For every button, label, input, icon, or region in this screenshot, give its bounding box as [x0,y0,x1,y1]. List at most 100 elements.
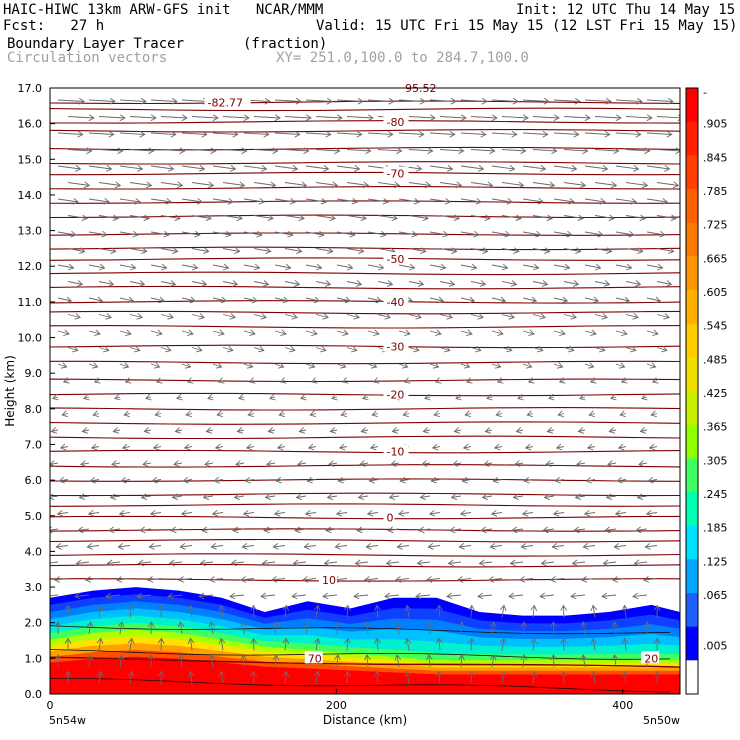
bl-contour-line [50,625,671,635]
circulation-arrow [210,543,224,550]
circulation-arrow [491,197,514,205]
circulation-arrow [243,130,270,138]
circulation-arrow [462,443,472,451]
y-tick-label: 7.0 [25,438,43,451]
contour-line [50,344,680,349]
y-axis: 0.0 1.0 2.0 3.0 4.0 5.0 6.0 7.0 8.0 9.0 10.0 11.0 12… [18,82,55,701]
circulation-arrow [160,247,179,255]
circulation-arrow [363,621,371,635]
circulation-arrow [291,592,307,600]
circulation-arrow [615,362,626,369]
circulation-arrow [179,543,193,550]
circulation-arrow [78,493,90,501]
contour-line [50,515,680,520]
circulation-arrow [553,296,569,304]
circulation-arrow [625,214,646,222]
circulation-arrow [292,559,307,567]
circulation-arrow [305,165,330,172]
circulation-arrow [367,230,387,238]
circulation-arrow [584,230,604,238]
circulation-arrow [127,604,135,618]
circulation-arrow [523,476,534,484]
colorbar-swatch [686,492,698,527]
circulation-arrow [274,230,294,238]
circulation-arrow [404,670,412,684]
circulation-arrow [429,165,454,172]
circulation-arrow [119,197,142,205]
circulation-arrow [521,509,534,517]
circulation-arrow [589,377,597,384]
circulation-arrow [619,410,627,418]
circulation-arrow [439,114,467,122]
circulation-arrow [98,247,117,255]
circulation-arrow [58,476,69,484]
circulation-arrow [212,230,232,238]
header-line2-right: Valid: 15 UTC Fri 15 May 15 (12 LST Fri … [316,18,738,34]
circulation-arrow [106,559,121,567]
circulation-arrow [550,621,558,635]
circulation-arrow [553,362,564,369]
circulation-arrow [129,247,148,255]
circulation-arrow [313,637,321,651]
circulation-arrow [250,637,258,651]
circulation-arrow [187,637,195,651]
circulation-arrow [470,247,489,255]
circulation-arrow [212,130,239,138]
circulation-arrow [54,654,62,667]
y-tick-label: 4.0 [25,545,43,558]
circulation-arrow [160,214,181,222]
circulation-arrow [67,345,79,353]
circulation-arrow [620,377,628,384]
header-line2-left: Fcst: 27 h [3,18,105,34]
circulation-arrow [580,576,596,583]
circulation-arrow [616,476,627,484]
circulation-arrow [80,460,90,467]
circulation-arrow [274,130,301,138]
circulation-arrow [429,296,445,304]
circulation-arrow [645,509,658,517]
circulation-arrow [170,526,183,534]
contour-line [50,538,680,543]
circulation-arrow [181,197,204,205]
circulation-arrow [243,362,254,369]
circulation-arrow [460,197,483,205]
circulation-arrow [481,493,493,501]
circulation-arrow [501,214,522,222]
circulation-arrow [455,393,462,401]
circulation-arrow [176,393,183,401]
circulation-arrow [605,493,617,501]
circulation-arrow [499,637,507,651]
circulation-arrow [648,443,658,451]
contour-line [50,392,680,397]
circulation-arrow [439,181,463,189]
circulation-arrow [431,443,441,451]
circulation-arrow [614,509,627,517]
circulation-arrow [315,214,336,222]
circulation-arrow [491,130,518,138]
circulation-arrow [297,460,307,467]
circulation-arrow [501,280,518,287]
x-tick-label: 200 [326,699,347,712]
circulation-arrow [136,592,152,600]
circulation-arrow [391,427,400,434]
contour-line [50,378,680,383]
circulation-arrow [613,543,627,550]
circulation-arrow [553,97,581,105]
circulation-arrow [553,165,578,172]
circulation-arrow [204,460,214,467]
circulation-arrow [247,410,255,418]
colorbar-swatch [686,458,698,493]
circulation-arrow [398,130,425,138]
circulation-arrow [238,393,245,401]
circulation-arrow [615,97,643,105]
circulation-arrow [98,114,126,122]
circulation-arrow [415,592,431,600]
circulation-arrow [399,476,410,484]
colorbar-label: .305 [703,454,728,467]
circulation-arrow [460,362,471,369]
circulation-arrow [53,576,69,583]
contour-line [50,325,680,329]
circulation-arrow [282,604,290,618]
circulation-arrow [522,97,550,105]
